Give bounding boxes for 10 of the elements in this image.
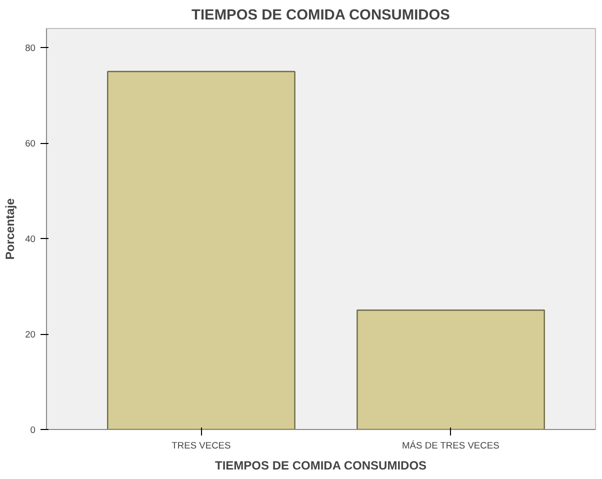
y-tick-label: 60 <box>25 138 36 149</box>
x-axis-title: TIEMPOS DE COMIDA CONSUMIDOS <box>214 458 427 472</box>
x-tick-label: MÁS DE TRES VECES <box>402 440 500 450</box>
y-tick-label: 0 <box>30 425 36 435</box>
chart-title: TIEMPOS DE COMIDA CONSUMIDOS <box>192 8 450 24</box>
y-tick-label: 80 <box>25 43 36 54</box>
y-axis-title: Porcentaje <box>3 198 18 260</box>
y-tick-label: 20 <box>25 330 36 340</box>
y-tick-label: 40 <box>25 234 36 244</box>
x-tick-label: TRES VECES <box>172 440 231 450</box>
